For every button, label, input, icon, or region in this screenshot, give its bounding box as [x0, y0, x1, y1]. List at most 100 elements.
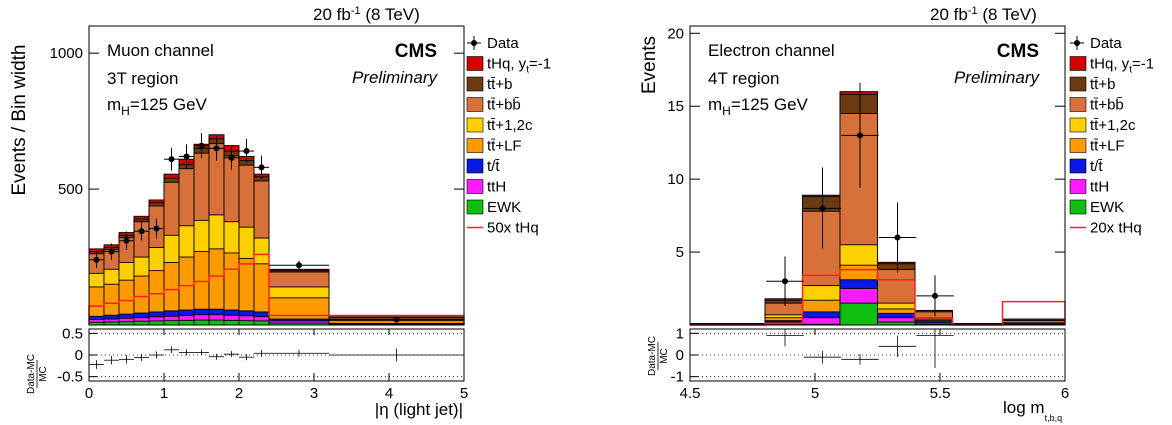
muon-signal-line — [88, 253, 465, 325]
muon-mass-label: mH=125 GeV — [107, 95, 208, 118]
muon-cms-label: CMS — [395, 41, 437, 62]
electron-legend-label: tt̄+1,2c — [1090, 117, 1136, 134]
electron-legend-swatch — [1069, 117, 1087, 133]
muon-data-point — [243, 148, 250, 155]
electron-plot-frame — [689, 25, 1066, 326]
electron-bar-layer7-bin3 — [839, 302, 878, 326]
muon-lumi: 20 fb-1 (8 TeV) — [313, 5, 420, 24]
electron-cms-label: CMS — [997, 41, 1039, 62]
muon-data-point — [168, 156, 175, 163]
svg-text:Data-MC: Data-MC — [26, 354, 37, 394]
muon-data-points — [89, 133, 464, 323]
muon-data-point — [153, 225, 160, 232]
muon-data-point — [228, 154, 235, 161]
electron-data-point — [819, 205, 826, 212]
muon-data-point — [108, 248, 115, 255]
electron-data-point — [932, 292, 938, 299]
muon-legend-swatch — [466, 117, 484, 133]
electron-legend-swatch — [1069, 76, 1087, 92]
muon-legend: Data tHq, yt=-1tt̄+b tt̄+bb̄ tt̄+1,2c tt̄+LF… — [466, 35, 551, 237]
electron-xtick-label: 6 — [1061, 385, 1069, 402]
muon-legend-label: tt̄+1,2c — [487, 117, 533, 134]
muon-bar-layer7-bin6 — [178, 319, 195, 326]
muon-xtick-label: 4 — [385, 385, 393, 402]
electron-ytick-label: 10 — [667, 171, 684, 188]
muon-legend-label: ttH — [487, 179, 506, 196]
muon-legend-swatch — [466, 158, 484, 174]
muon-xtick-label: 0 — [85, 385, 93, 402]
electron-data-points — [766, 82, 954, 317]
electron-ratio-panel: 1 0 -1 — [671, 325, 1066, 386]
muon-ratio-ytick-label: -0.5 — [57, 369, 83, 386]
electron-legend-label: t/t̄ — [1090, 158, 1103, 175]
muon-legend-swatch — [466, 56, 484, 71]
muon-plot-frame — [88, 25, 465, 326]
muon-data-point — [213, 145, 220, 152]
electron-signal-step — [690, 268, 1066, 326]
electron-ratio-ytick-label: 0 — [676, 347, 684, 364]
electron-channel-label: Electron channel — [708, 41, 835, 60]
electron-ratio-ytick-label: -1 — [671, 369, 684, 386]
electron-xtick-label: 5.5 — [930, 385, 951, 402]
electron-ytick-label: 20 — [667, 25, 684, 42]
electron-legend-label: 20x tHq — [1090, 220, 1142, 237]
muon-legend-swatch — [466, 138, 484, 153]
muon-bar-layer7-bin4 — [148, 320, 165, 326]
muon-ratio-ytick-label: 0 — [75, 347, 83, 364]
electron-data-point — [857, 132, 863, 139]
muon-ytick-label: 1000 — [50, 45, 83, 62]
muon-legend-swatch — [466, 199, 484, 215]
electron-lumi: 20 fb-1 (8 TeV) — [930, 5, 1037, 24]
electron-legend-swatch — [1069, 199, 1087, 215]
electron-ytick-label: 15 — [667, 98, 684, 115]
muon-region-label: 3T region — [107, 69, 179, 88]
electron-data-point — [782, 278, 788, 285]
electron-ratio-ylabel: Data-MC MC — [647, 336, 670, 376]
electron-legend-swatch — [1069, 97, 1087, 112]
muon-data-point — [138, 228, 145, 235]
muon-axes: 500 1000 0 1 2 3 4 5 — [50, 25, 468, 402]
electron-signal-line — [690, 268, 1066, 326]
muon-bar-layer7-bin7 — [193, 319, 210, 326]
muon-bar-layer7-bin9 — [223, 319, 240, 326]
electron-preliminary-label: Preliminary — [954, 68, 1041, 87]
electron-ratio-ytick-label: 1 — [676, 325, 684, 342]
muon-legend-label: Data — [487, 35, 519, 52]
muon-bar-layer7-bin8 — [208, 319, 225, 326]
muon-bar-layer7-bin10 — [238, 320, 255, 326]
electron-ylabel: Events — [639, 36, 660, 94]
muon-legend-swatch — [466, 179, 484, 194]
muon-legend-label: tt̄+LF — [487, 138, 522, 155]
electron-region-label: 4T region — [708, 69, 780, 88]
electron-legend-label: tt̄+b — [1090, 76, 1115, 93]
electron-data-point — [894, 234, 901, 241]
muon-legend-label: tt̄+bb̄ — [487, 97, 521, 114]
muon-data-point — [198, 142, 205, 149]
muon-xtick-label: 2 — [235, 385, 243, 402]
svg-text:MC: MC — [38, 366, 49, 382]
electron-legend-label: ttH — [1090, 179, 1109, 196]
electron-xtick-label: 5 — [811, 385, 819, 402]
electron-stack-bars — [689, 91, 1066, 326]
muon-preliminary-label: Preliminary — [352, 68, 439, 87]
svg-text:Data-MC: Data-MC — [647, 336, 658, 376]
muon-legend-swatch — [466, 97, 484, 112]
electron-legend-label: tt̄+LF — [1090, 138, 1125, 155]
muon-xtick-label: 3 — [310, 385, 318, 402]
electron-ytick-label: 5 — [676, 244, 684, 261]
muon-legend-label: 50x tHq — [487, 220, 539, 237]
muon-legend-label: t/t̄ — [487, 158, 500, 175]
muon-ratio-ytick-label: 0.5 — [62, 325, 83, 342]
muon-data-point — [393, 316, 400, 323]
muon-bar-layer7-bin5 — [163, 320, 180, 326]
muon-bar-layer7-bin3 — [133, 320, 150, 326]
muon-data-point — [296, 262, 302, 269]
electron-legend-label: tt̄+bb̄ — [1090, 97, 1124, 114]
muon-xlabel: |η (light jet)| — [375, 400, 463, 419]
muon-data-point — [93, 256, 100, 263]
muon-xtick-label: 1 — [160, 385, 168, 402]
